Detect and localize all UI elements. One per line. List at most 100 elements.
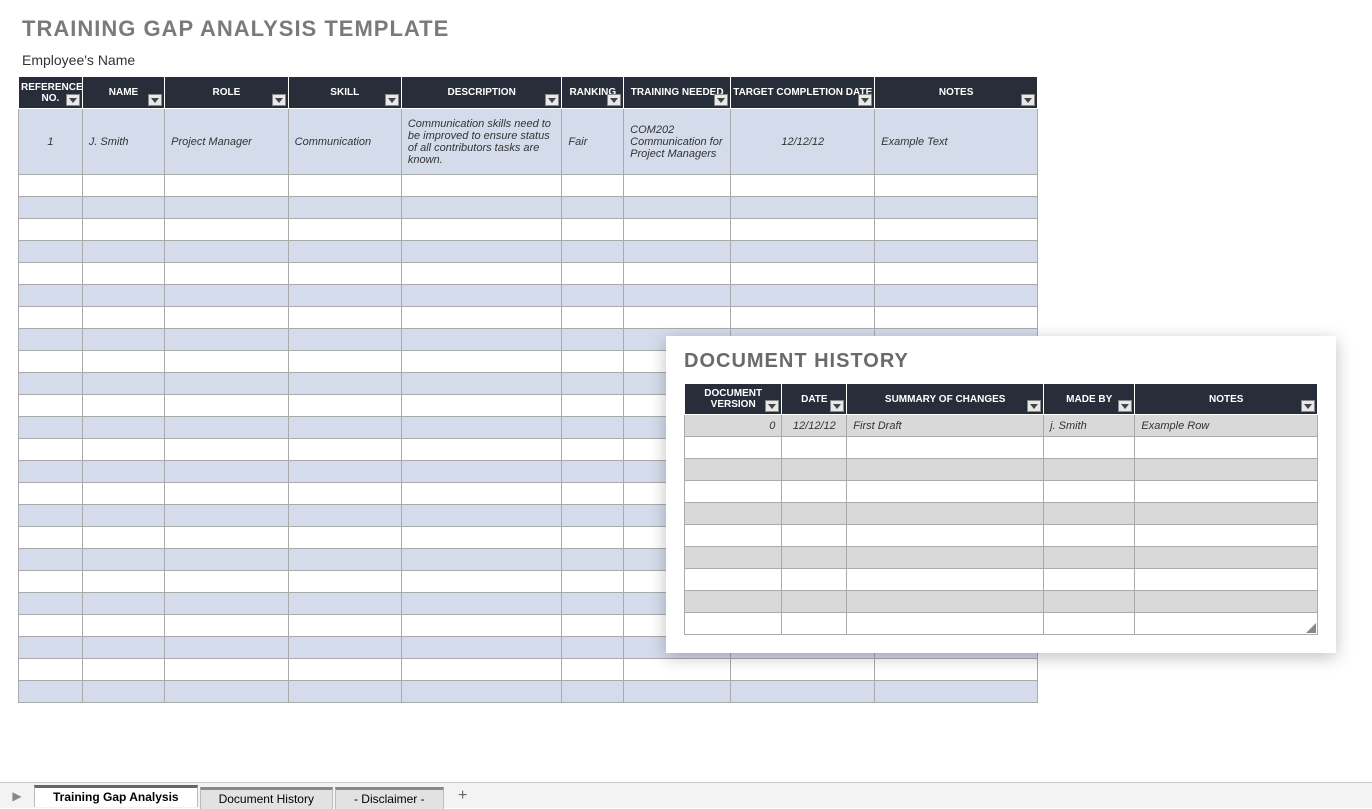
table-cell[interactable] xyxy=(82,351,164,373)
table-cell[interactable] xyxy=(401,549,562,571)
table-cell[interactable] xyxy=(1135,613,1318,635)
filter-dropdown-icon[interactable] xyxy=(830,400,844,412)
table-cell[interactable] xyxy=(782,503,847,525)
table-cell[interactable] xyxy=(165,373,289,395)
filter-dropdown-icon[interactable] xyxy=(1301,400,1315,412)
table-cell[interactable] xyxy=(731,659,875,681)
table-cell[interactable] xyxy=(562,351,624,373)
table-cell[interactable] xyxy=(1044,459,1135,481)
table-cell[interactable] xyxy=(19,395,83,417)
table-cell[interactable] xyxy=(165,197,289,219)
table-cell[interactable] xyxy=(165,439,289,461)
table-cell[interactable] xyxy=(401,615,562,637)
table-cell[interactable] xyxy=(165,263,289,285)
table-cell[interactable] xyxy=(624,681,731,703)
table-cell[interactable] xyxy=(1044,613,1135,635)
table-cell[interactable] xyxy=(685,613,782,635)
table-cell[interactable] xyxy=(19,593,83,615)
table-cell[interactable]: Example Text xyxy=(875,109,1038,175)
table-cell[interactable] xyxy=(165,637,289,659)
table-cell[interactable] xyxy=(875,241,1038,263)
table-cell[interactable] xyxy=(562,681,624,703)
table-cell[interactable]: Communication skills need to be improved… xyxy=(401,109,562,175)
table-cell[interactable] xyxy=(82,219,164,241)
column-header[interactable]: TRAINING NEEDED xyxy=(624,77,731,109)
table-cell[interactable] xyxy=(562,461,624,483)
table-cell[interactable] xyxy=(847,525,1044,547)
table-cell[interactable] xyxy=(19,241,83,263)
table-cell[interactable] xyxy=(401,439,562,461)
column-header[interactable]: DESCRIPTION xyxy=(401,77,562,109)
table-cell[interactable] xyxy=(288,461,401,483)
table-cell[interactable]: Project Manager xyxy=(165,109,289,175)
sheet-nav-prev[interactable]: ▶ xyxy=(0,783,34,808)
table-cell[interactable] xyxy=(82,659,164,681)
table-cell[interactable]: COM202 Communication for Project Manager… xyxy=(624,109,731,175)
table-cell[interactable] xyxy=(782,525,847,547)
table-cell[interactable] xyxy=(82,395,164,417)
table-cell[interactable] xyxy=(847,547,1044,569)
table-cell[interactable] xyxy=(288,175,401,197)
table-cell[interactable] xyxy=(562,307,624,329)
table-cell[interactable] xyxy=(165,417,289,439)
table-cell[interactable] xyxy=(401,681,562,703)
table-cell[interactable] xyxy=(82,505,164,527)
table-cell[interactable] xyxy=(731,263,875,285)
table-cell[interactable] xyxy=(165,241,289,263)
sheet-tab[interactable]: - Disclaimer - xyxy=(335,787,444,809)
table-cell[interactable] xyxy=(624,263,731,285)
table-cell[interactable] xyxy=(685,459,782,481)
table-cell[interactable] xyxy=(1135,437,1318,459)
table-cell[interactable] xyxy=(782,437,847,459)
table-cell[interactable] xyxy=(165,395,289,417)
table-cell[interactable] xyxy=(288,439,401,461)
table-cell[interactable] xyxy=(288,241,401,263)
table-cell[interactable] xyxy=(731,197,875,219)
table-cell[interactable] xyxy=(562,637,624,659)
table-cell[interactable] xyxy=(401,351,562,373)
table-cell[interactable] xyxy=(562,197,624,219)
table-cell[interactable] xyxy=(288,373,401,395)
table-cell[interactable] xyxy=(624,241,731,263)
table-cell[interactable] xyxy=(562,659,624,681)
table-cell[interactable] xyxy=(624,307,731,329)
table-cell[interactable] xyxy=(562,219,624,241)
table-cell[interactable] xyxy=(731,307,875,329)
filter-dropdown-icon[interactable] xyxy=(545,94,559,106)
table-cell[interactable] xyxy=(847,481,1044,503)
table-cell[interactable] xyxy=(401,461,562,483)
table-cell[interactable] xyxy=(288,219,401,241)
table-cell[interactable] xyxy=(19,461,83,483)
table-cell[interactable] xyxy=(562,329,624,351)
table-cell[interactable] xyxy=(1135,459,1318,481)
table-cell[interactable] xyxy=(19,263,83,285)
table-cell[interactable] xyxy=(19,659,83,681)
table-cell[interactable] xyxy=(875,285,1038,307)
table-cell[interactable] xyxy=(401,285,562,307)
table-cell[interactable] xyxy=(288,527,401,549)
table-cell[interactable] xyxy=(731,285,875,307)
table-cell[interactable] xyxy=(562,571,624,593)
table-cell[interactable] xyxy=(19,329,83,351)
table-cell[interactable] xyxy=(82,681,164,703)
table-cell[interactable] xyxy=(875,219,1038,241)
table-cell[interactable] xyxy=(288,197,401,219)
table-cell[interactable] xyxy=(288,505,401,527)
table-cell[interactable] xyxy=(19,351,83,373)
table-cell[interactable] xyxy=(1044,503,1135,525)
table-cell[interactable] xyxy=(401,373,562,395)
column-header[interactable]: SKILL xyxy=(288,77,401,109)
table-cell[interactable] xyxy=(288,395,401,417)
table-cell[interactable] xyxy=(19,197,83,219)
column-header[interactable]: ROLE xyxy=(165,77,289,109)
sheet-tab[interactable]: Training Gap Analysis xyxy=(34,785,198,807)
table-cell[interactable] xyxy=(19,307,83,329)
table-cell[interactable] xyxy=(685,437,782,459)
table-cell[interactable] xyxy=(401,593,562,615)
table-cell[interactable] xyxy=(562,373,624,395)
table-cell[interactable] xyxy=(19,439,83,461)
table-cell[interactable]: Example Row xyxy=(1135,415,1318,437)
table-cell[interactable] xyxy=(19,175,83,197)
table-cell[interactable] xyxy=(847,569,1044,591)
table-cell[interactable] xyxy=(401,527,562,549)
